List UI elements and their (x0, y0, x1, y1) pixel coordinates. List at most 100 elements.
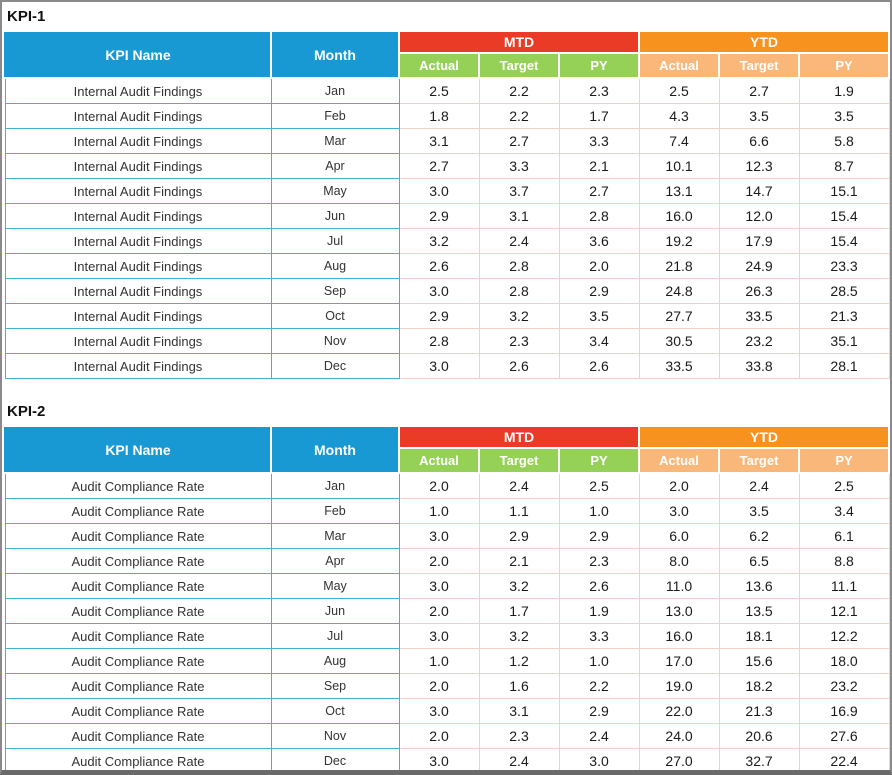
ytd-py-cell: 1.9 (798, 77, 890, 104)
month-cell: Dec (270, 748, 400, 770)
mtd-target-cell: 3.3 (478, 153, 560, 179)
mtd-py-cell: 2.0 (558, 253, 640, 279)
table-row: Internal Audit Findings May 3.0 3.7 2.7 13.1 1… (4, 178, 890, 204)
mtd-target-cell: 2.4 (478, 748, 560, 770)
ytd-target-cell: 13.5 (718, 598, 800, 624)
table-row: Internal Audit Findings Jun 2.9 3.1 2.8 16.0 1… (4, 203, 890, 229)
month-column-header: Month (270, 425, 400, 474)
section-title-kpi-2: KPI-2 (7, 403, 46, 420)
month-cell: Oct (270, 303, 400, 329)
mtd-target-cell: 3.7 (478, 178, 560, 204)
month-cell: Mar (270, 523, 400, 549)
mtd-py-cell: 1.9 (558, 598, 640, 624)
month-cell: Sep (270, 278, 400, 304)
kpi-name-cell: Internal Audit Findings (4, 228, 272, 254)
ytd-target-cell: 23.2 (718, 328, 800, 354)
mtd-py-header: PY (557, 447, 641, 474)
ytd-actual-cell: 6.0 (638, 523, 720, 549)
month-cell: Jan (270, 472, 400, 499)
kpi-name-cell: Internal Audit Findings (4, 303, 272, 329)
mtd-py-cell: 1.0 (558, 648, 640, 674)
kpi-table-2: KPI Name Month MTD YTD Actual Target PY … (4, 425, 890, 770)
table-row: Audit Compliance Rate Mar 3.0 2.9 2.9 6.0 6.2 6… (4, 523, 890, 549)
mtd-target-cell: 2.2 (478, 103, 560, 129)
mtd-target-cell: 1.6 (478, 673, 560, 699)
month-cell: Aug (270, 253, 400, 279)
kpi-name-cell: Audit Compliance Rate (4, 498, 272, 524)
table-row: Audit Compliance Rate Oct 3.0 3.1 2.9 22.0 21.… (4, 698, 890, 724)
mtd-target-cell: 2.1 (478, 548, 560, 574)
ytd-target-cell: 24.9 (718, 253, 800, 279)
mtd-py-cell: 2.9 (558, 278, 640, 304)
mtd-actual-cell: 2.0 (398, 548, 480, 574)
mtd-py-cell: 2.9 (558, 523, 640, 549)
ytd-py-cell: 3.4 (798, 498, 890, 524)
ytd-actual-cell: 2.5 (638, 77, 720, 104)
kpi-name-cell: Audit Compliance Rate (4, 472, 272, 499)
ytd-target-cell: 12.0 (718, 203, 800, 229)
month-cell: Jun (270, 598, 400, 624)
group-header-row: KPI Name Month MTD YTD (4, 30, 890, 79)
ytd-group-header: YTD (638, 30, 890, 54)
mtd-target-cell: 2.8 (478, 278, 560, 304)
mtd-target-cell: 2.4 (478, 228, 560, 254)
ytd-py-cell: 27.6 (798, 723, 890, 749)
month-cell: Jul (270, 623, 400, 649)
ytd-actual-cell: 24.0 (638, 723, 720, 749)
month-cell: Oct (270, 698, 400, 724)
table-row: Audit Compliance Rate May 3.0 3.2 2.6 11.0 13.… (4, 573, 890, 599)
ytd-actual-header: Actual (638, 52, 721, 79)
ytd-py-cell: 15.4 (798, 203, 890, 229)
kpi-name-cell: Internal Audit Findings (4, 128, 272, 154)
ytd-py-cell: 35.1 (798, 328, 890, 354)
month-cell: Nov (270, 723, 400, 749)
kpi-name-cell: Internal Audit Findings (4, 353, 272, 379)
month-column-header: Month (270, 30, 400, 79)
table-row: Internal Audit Findings Mar 3.1 2.7 3.3 7.4 6.… (4, 128, 890, 154)
mtd-py-cell: 2.4 (558, 723, 640, 749)
ytd-py-header: PY (798, 52, 890, 79)
ytd-target-header: Target (718, 447, 801, 474)
ytd-py-cell: 6.1 (798, 523, 890, 549)
month-cell: Aug (270, 648, 400, 674)
ytd-target-cell: 6.5 (718, 548, 800, 574)
mtd-target-cell: 3.2 (478, 303, 560, 329)
ytd-target-cell: 33.5 (718, 303, 800, 329)
kpi-name-cell: Internal Audit Findings (4, 178, 272, 204)
mtd-target-cell: 2.3 (478, 328, 560, 354)
mtd-actual-cell: 3.0 (398, 178, 480, 204)
mtd-py-header: PY (557, 52, 641, 79)
mtd-py-cell: 3.3 (558, 623, 640, 649)
kpi-name-cell: Audit Compliance Rate (4, 573, 272, 599)
sub-header-row: Actual Target PY Actual Target PY (5, 447, 890, 474)
ytd-target-cell: 21.3 (718, 698, 800, 724)
ytd-actual-cell: 19.0 (638, 673, 720, 699)
ytd-target-cell: 3.5 (718, 498, 800, 524)
mtd-actual-cell: 2.6 (398, 253, 480, 279)
mtd-py-cell: 2.6 (558, 573, 640, 599)
table-row: Internal Audit Findings Nov 2.8 2.3 3.4 30.5 2… (4, 328, 890, 354)
kpi-name-cell: Audit Compliance Rate (4, 623, 272, 649)
mtd-actual-cell: 2.5 (398, 77, 480, 104)
kpi-name-cell: Audit Compliance Rate (4, 523, 272, 549)
month-cell: Jul (270, 228, 400, 254)
mtd-py-cell: 3.0 (558, 748, 640, 770)
table-row: Internal Audit Findings Jan 2.5 2.2 2.3 2.5 2.… (4, 77, 890, 104)
mtd-target-cell: 2.2 (478, 77, 560, 104)
mtd-target-cell: 2.8 (478, 253, 560, 279)
ytd-actual-cell: 21.8 (638, 253, 720, 279)
ytd-actual-cell: 3.0 (638, 498, 720, 524)
table-row: Audit Compliance Rate Jul 3.0 3.2 3.3 16.0 18.… (4, 623, 890, 649)
table-row: Audit Compliance Rate Jun 2.0 1.7 1.9 13.0 13.… (4, 598, 890, 624)
kpi-table-2-body: Audit Compliance Rate Jan 2.0 2.4 2.5 2.0 2.4 2… (4, 472, 890, 770)
mtd-actual-cell: 2.0 (398, 723, 480, 749)
ytd-py-cell: 2.5 (798, 472, 890, 499)
ytd-actual-cell: 30.5 (638, 328, 720, 354)
ytd-py-cell: 18.0 (798, 648, 890, 674)
ytd-py-cell: 28.1 (798, 353, 890, 379)
mtd-actual-cell: 1.0 (398, 648, 480, 674)
mtd-py-cell: 3.6 (558, 228, 640, 254)
sub-header-row: Actual Target PY Actual Target PY (5, 52, 890, 79)
mtd-target-cell: 3.1 (478, 698, 560, 724)
kpi-name-cell: Internal Audit Findings (4, 77, 272, 104)
